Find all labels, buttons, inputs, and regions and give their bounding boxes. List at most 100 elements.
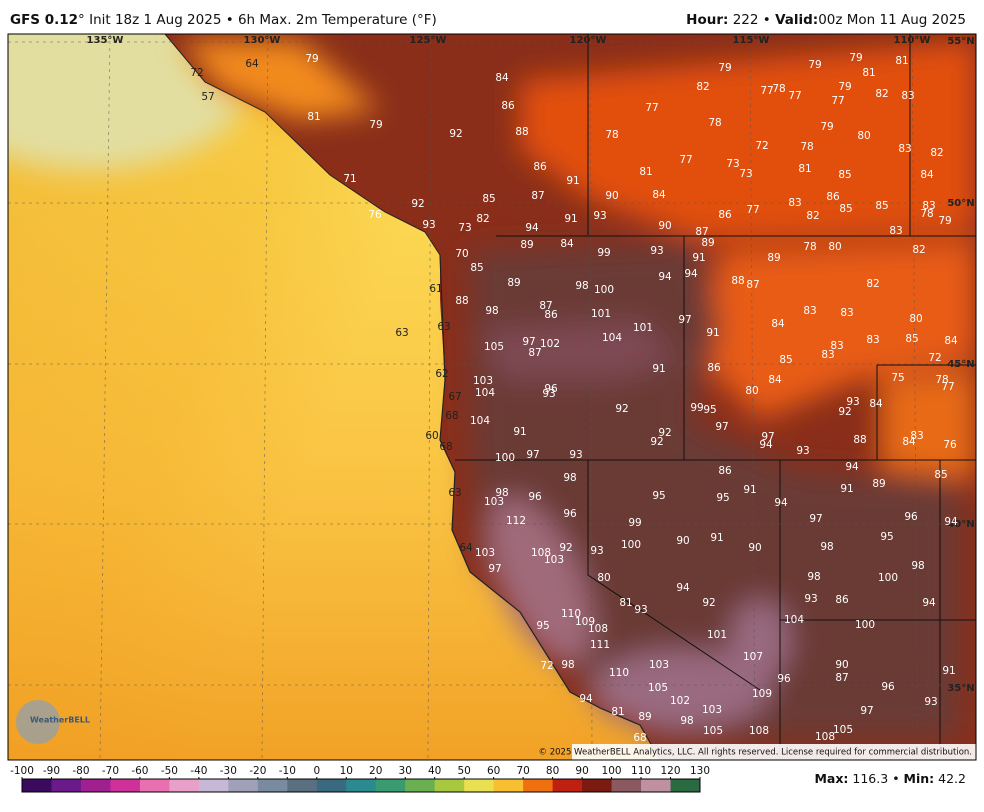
colorbar-tick-label: 120: [660, 765, 680, 777]
temperature: 84: [560, 238, 574, 250]
temperature: 63: [395, 327, 408, 339]
temperature: 93: [804, 593, 817, 605]
temperature: 110: [561, 608, 581, 620]
min-label: Min:: [904, 771, 935, 786]
temperature: 78: [935, 374, 948, 386]
temperature: 80: [828, 241, 841, 253]
temperature: 105: [833, 724, 853, 736]
temperature: 85: [779, 354, 792, 366]
colorbar-tick-label: -80: [72, 765, 89, 777]
temperature: 78: [708, 117, 721, 129]
lat-label: 50°N: [947, 198, 974, 209]
colorbar-segment: [110, 779, 141, 792]
temperature: 83: [898, 143, 911, 155]
temperature: 96: [777, 673, 791, 685]
temperature: 85: [934, 469, 947, 481]
temperature: 84: [902, 436, 916, 448]
temperature: 97: [678, 314, 691, 326]
temperature: 72: [755, 140, 768, 152]
colorbar-tick-label: 60: [487, 765, 500, 777]
temperature: 91: [652, 363, 665, 375]
temperature: 87: [835, 672, 848, 684]
model: GFS 0.12: [10, 12, 78, 28]
colorbar-segment: [316, 779, 347, 792]
separator: •: [892, 771, 899, 786]
temperature: 80: [745, 385, 758, 397]
separator: •: [763, 12, 771, 28]
temperature: 88: [455, 295, 468, 307]
temperature: 81: [619, 597, 632, 609]
temperature: 96: [528, 491, 542, 503]
temperature: 85: [482, 193, 495, 205]
temperature: 96: [563, 508, 577, 520]
hour-label: Hour:: [686, 12, 728, 28]
temperature: 85: [838, 169, 851, 181]
temperature: 95: [703, 404, 716, 416]
temperature: 97: [715, 421, 728, 433]
logo: WeatherBELL: [30, 716, 90, 725]
lon-label: 110°W: [894, 35, 931, 46]
temperature: 98: [561, 659, 574, 671]
temperature: 79: [305, 53, 318, 65]
colorbar-tick-label: 0: [313, 765, 320, 777]
colorbar-tick-label: -20: [249, 765, 266, 777]
temperature: 103: [649, 659, 669, 671]
temperature: 80: [597, 572, 610, 584]
colorbar-segment: [375, 779, 406, 792]
colorbar-tick-label: 90: [575, 765, 588, 777]
temperature: 94: [658, 271, 672, 283]
temperature: 91: [840, 483, 853, 495]
temperature: 93: [542, 388, 555, 400]
temperature: 87: [528, 347, 541, 359]
temperature: 89: [701, 237, 714, 249]
temperature: 76: [368, 209, 382, 221]
temperature: 77: [645, 102, 658, 114]
temperature: 86: [718, 209, 732, 221]
temperature: 95: [536, 620, 549, 632]
temperature: 97: [761, 431, 774, 443]
temperature: 82: [930, 147, 943, 159]
temperature: 102: [670, 695, 690, 707]
colorbar-tick-label: 130: [690, 765, 710, 777]
temperature: 98: [911, 560, 924, 572]
lon-label: 135°W: [87, 35, 124, 46]
temperature: 83: [840, 307, 853, 319]
temperature: 96: [904, 511, 918, 523]
temperature: 98: [495, 487, 508, 499]
temperature: 72: [190, 67, 203, 79]
temperature: 61: [429, 283, 442, 295]
temperature: 99: [628, 517, 641, 529]
colorbar-tick-label: 50: [457, 765, 470, 777]
lon-label: 125°W: [410, 35, 447, 46]
colorbar-segment: [641, 779, 672, 792]
temperature: 104: [784, 614, 804, 626]
temperature: 93: [924, 696, 937, 708]
temperature: 83: [788, 197, 801, 209]
temperature: 68: [445, 410, 458, 422]
colorbar-tick-label: 10: [340, 765, 353, 777]
temperature: 108: [531, 547, 551, 559]
colorbar-segment: [434, 779, 465, 792]
graticule-labels: 135°W 130°W 125°W 120°W 115°W 110°W 55°N 50°N 45…: [87, 35, 975, 694]
colorbar-tick-label: 70: [516, 765, 529, 777]
temperature: 83: [821, 349, 834, 361]
colorbar-segment: [611, 779, 642, 792]
max: 116.3: [852, 771, 888, 786]
temperature: 83: [910, 430, 923, 442]
temperature: 81: [611, 706, 624, 718]
temperature: 94: [759, 439, 773, 451]
title-text: ° Init 18z 1 Aug 2025 • 6h Max. 2m Tempe…: [78, 12, 437, 28]
colorbar-tick-label: 110: [631, 765, 651, 777]
temperature: 93: [846, 396, 859, 408]
copyright: © 2025 WeatherBELL Analytics, LLC. All r…: [539, 748, 972, 758]
temperature: 88: [515, 126, 528, 138]
temperature: 103: [475, 547, 495, 559]
map: 135°W 130°W 125°W 120°W 115°W 110°W 55°N 50°N 45…: [8, 34, 976, 760]
temperature: 82: [912, 244, 925, 256]
lat-label: 45°N: [947, 359, 974, 370]
temperature: 86: [533, 161, 547, 173]
temperature: 68: [439, 441, 452, 453]
temperature: 60: [425, 430, 438, 442]
colorbar-tick-label: -70: [102, 765, 119, 777]
temperature: 68: [633, 732, 646, 744]
